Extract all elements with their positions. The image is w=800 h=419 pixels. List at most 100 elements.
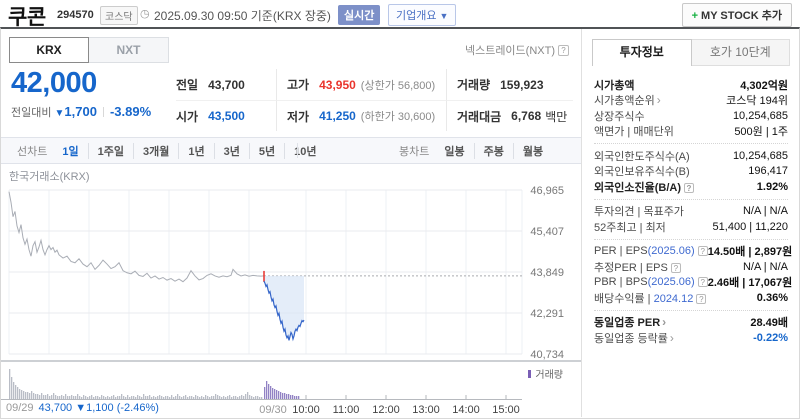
divider — [102, 107, 104, 117]
info-value: 1.92% — [756, 180, 788, 193]
period-toolbar: 선차트 1일 1주일 3개월 1년 3년 5년 10년 봉차트 일봉 주봉 월봉 — [1, 137, 581, 164]
info-value: 10,254,685 — [732, 149, 788, 162]
info-label: 추정PER | EPS? — [594, 259, 681, 275]
info-row: 외국인한도주식수(A) 10,254,685 — [594, 148, 788, 164]
info-row: 배당수익률 | 2024.12? 0.36% — [594, 290, 788, 306]
period-3개월[interactable]: 3개월 — [132, 142, 178, 159]
quote-datetime: 2025.09.30 09:50 기준(KRX 장중) — [154, 9, 331, 23]
info-value: 196,417 — [748, 165, 788, 178]
svg-text:12:00: 12:00 — [372, 404, 400, 416]
investment-info-sidebar: 투자정보 호가 10단계 시가총액 4,302억원 시가총액순위 › 코스닥 194위 상… — [581, 29, 799, 417]
price-detail-table: 전일 43,700 고가 43,950 (상한가 56,800) 거래량 159,923… — [176, 69, 573, 131]
info-value: N/A | N/A — [742, 205, 788, 218]
tab-order-book[interactable]: 호가 10단계 — [691, 39, 790, 66]
period-10년[interactable]: 10년 — [284, 142, 325, 159]
change-label: 전일대비 — [11, 107, 52, 119]
stock-name: 쿠콘 — [8, 6, 46, 29]
info-row: 투자의견 | 목표주가 N/A | N/A — [594, 204, 788, 220]
info-label: PBR | BPS(2025.06)? — [594, 276, 708, 288]
tab-nxt[interactable]: NXT — [89, 37, 169, 63]
info-value: N/A | N/A — [742, 260, 788, 273]
company-overview-button[interactable]: 기업개요 ▼ — [388, 4, 457, 26]
period-1주일[interactable]: 1주일 — [87, 142, 133, 159]
sidebar-group: 동일업종 PER › 28.49배 동일업종 등락률 › -0.22% — [594, 309, 788, 350]
info-row: 동일업종 PER › 28.49배 — [594, 315, 788, 331]
prev-close-cell: 전일 43,700 — [176, 69, 276, 100]
help-icon[interactable]: ? — [696, 293, 707, 304]
realtime-badge: 실시간 — [338, 5, 381, 25]
prev-day-date: 09/29 — [6, 402, 34, 414]
info-label[interactable]: 동일업종 등락률 › — [594, 330, 674, 345]
volume-legend: 거래량 — [528, 366, 563, 381]
open-label: 시가 — [176, 109, 199, 124]
chart-panel: KRX NXT 넥스트레이드(NXT)? 42,000 전일대비 ▼1,700 -3… — [1, 29, 581, 417]
upper-limit: (상한가 56,800) — [360, 79, 436, 92]
info-label[interactable]: 시가총액순위 › — [594, 93, 661, 108]
info-label: 상장주식수 — [594, 110, 645, 123]
amount-unit: 백만 — [545, 109, 568, 124]
tab-investment-info[interactable]: 투자정보 — [592, 39, 692, 66]
line-periods: 1일 1주일 3개월 1년 3년 5년 10년 — [53, 142, 325, 159]
help-icon[interactable]: ? — [558, 45, 569, 56]
help-icon[interactable]: ? — [697, 246, 708, 257]
my-stock-label: MY STOCK 추가 — [701, 10, 782, 22]
period-월봉[interactable]: 월봉 — [512, 142, 552, 159]
stock-code: 294570 — [57, 9, 94, 21]
sidebar-group: PER | EPS(2025.06)? 14.50배 | 2,897원 추정PER … — [594, 238, 792, 310]
period-일봉[interactable]: 일봉 — [444, 145, 465, 158]
volume-label: 거래량 — [457, 78, 491, 92]
help-icon[interactable]: ? — [697, 277, 708, 288]
period-3년[interactable]: 3년 — [213, 142, 249, 159]
candle-periods: 일봉 주봉 월봉 — [435, 142, 552, 159]
info-value: 코스닥 194위 — [726, 95, 788, 108]
volume-value: 159,923 — [500, 77, 544, 92]
tab-krx[interactable]: KRX — [9, 37, 89, 63]
chevron-down-icon: ▼ — [439, 11, 449, 21]
volume-bar-icon — [528, 369, 532, 378]
info-row: 액면가 | 매매단위 500원 | 1주 — [594, 124, 788, 140]
prev-day-change: 43,700 ▼1,100 (-2.46%) — [38, 402, 159, 414]
info-row: 상장주식수 10,254,685 — [594, 108, 788, 124]
info-label-date[interactable]: (2025.06) — [647, 245, 695, 258]
period-주봉[interactable]: 주봉 — [473, 142, 513, 159]
change-value: 1,700 — [64, 104, 97, 119]
info-value: -0.22% — [753, 331, 788, 344]
nxt-info-link[interactable]: 넥스트레이드(NXT)? — [465, 42, 569, 58]
info-label-date[interactable]: (2025.06) — [647, 276, 695, 289]
line-chart-label: 선차트 — [17, 145, 48, 158]
svg-text:11:00: 11:00 — [333, 404, 360, 416]
period-5년[interactable]: 5년 — [248, 142, 284, 159]
divider — [297, 143, 298, 158]
help-icon[interactable]: ? — [670, 262, 681, 273]
info-label: 외국인보유주식수(B) — [594, 166, 690, 179]
svg-text:09/30: 09/30 — [259, 404, 287, 416]
info-value: 14.50배 | 2,897원 — [707, 246, 793, 259]
info-value: 0.36% — [756, 291, 788, 304]
my-stock-add-button[interactable]: + MY STOCK 추가 — [681, 3, 792, 27]
info-label[interactable]: 동일업종 PER › — [594, 315, 667, 330]
down-arrow-icon: ▼ — [54, 108, 65, 119]
info-value: 500원 | 1주 — [734, 126, 788, 139]
price-chart[interactable]: 46,965 45,407 43,849 42,291 40,734 09/30 10:00… — [1, 165, 581, 417]
sidebar-group: 투자의견 | 목표주가 N/A | N/A 52주최고 | 최저 51,400 | 1… — [594, 198, 788, 239]
info-row: PBR | BPS(2025.06)? 2.46배 | 17,067원 — [594, 275, 792, 291]
content-frame: KRX NXT 넥스트레이드(NXT)? 42,000 전일대비 ▼1,700 -3… — [0, 27, 800, 419]
info-row: PER | EPS(2025.06)? 14.50배 | 2,897원 — [594, 244, 792, 260]
sidebar-group: 시가총액 4,302억원 시가총액순위 › 코스닥 194위 상장주식수 10,254,68… — [594, 73, 788, 143]
price-block: 42,000 전일대비 ▼1,700 -3.89% — [11, 67, 171, 120]
info-row: 시가총액순위 › 코스닥 194위 — [594, 93, 788, 109]
change-percent: -3.89% — [109, 104, 152, 119]
sidebar-tabs: 투자정보 호가 10단계 — [592, 39, 790, 66]
high-value: 43,950 — [319, 77, 356, 92]
current-price: 42,000 — [11, 67, 97, 99]
period-1년[interactable]: 1년 — [178, 142, 213, 159]
help-icon[interactable]: ? — [684, 182, 694, 193]
plus-icon: + — [691, 10, 699, 22]
info-label-date[interactable]: 2024.12 — [653, 292, 694, 305]
prev-day-summary: 09/29 43,700 ▼1,100 (-2.46%) — [6, 402, 159, 414]
period-1일[interactable]: 1일 — [62, 145, 79, 158]
sidebar-group: 외국인한도주식수(A) 10,254,685 외국인보유주식수(B) 196,417 외… — [594, 143, 788, 199]
line-chart-periods: 선차트 1일 1주일 3개월 1년 3년 5년 10년 — [17, 138, 325, 163]
volume-cell: 거래량 159,923 — [446, 69, 573, 100]
